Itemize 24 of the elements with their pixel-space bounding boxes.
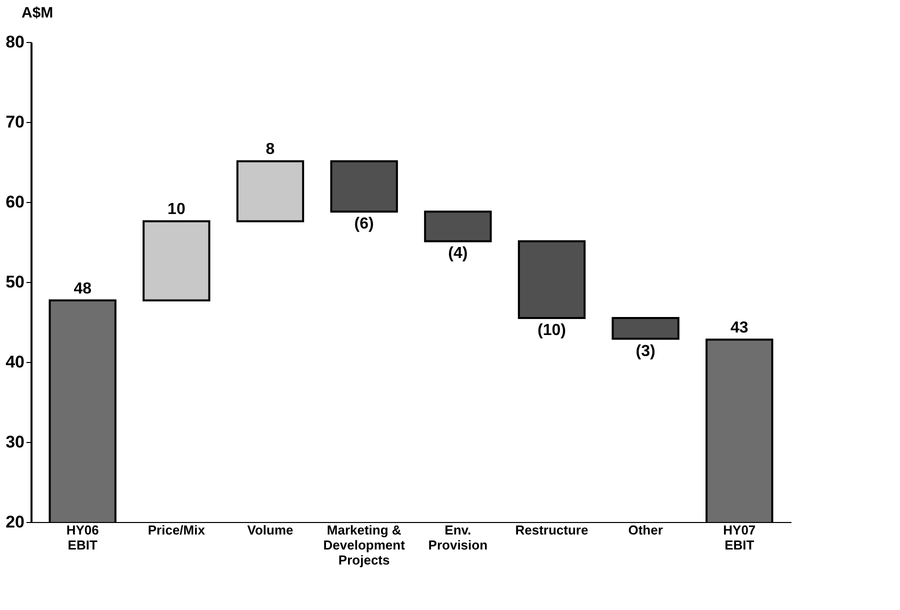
y-tick-label: 50: [6, 272, 24, 292]
data-label: 10: [168, 201, 186, 218]
y-tick-label: 20: [6, 512, 24, 532]
data-label: (4): [448, 245, 468, 262]
x-tick-label: Price/Mix: [148, 522, 206, 538]
x-tick-label: Restructure: [515, 522, 588, 538]
y-tick-label: 30: [6, 432, 24, 452]
x-tick-label: HY07 EBIT: [723, 522, 756, 552]
data-label: (10): [538, 322, 566, 339]
x-tick-label: Volume: [247, 522, 294, 538]
data-label: 48: [74, 280, 92, 298]
x-tick-label: Marketing & Development Projects: [323, 522, 406, 568]
x-tick-label: Env. Provision: [428, 522, 488, 552]
y-tick-label: 70: [6, 112, 24, 132]
data-label: (3): [636, 342, 656, 360]
data-label: (6): [354, 216, 374, 233]
x-tick-label: Other: [628, 522, 663, 538]
x-tick-label: HY06 EBIT: [66, 522, 99, 552]
data-label: 43: [730, 320, 748, 337]
y-axis-title: A$M: [22, 4, 54, 22]
y-tick-label: 80: [6, 32, 24, 52]
data-label: 8: [266, 141, 275, 158]
y-tick-label: 40: [6, 352, 24, 372]
y-tick-label: 60: [6, 192, 24, 212]
